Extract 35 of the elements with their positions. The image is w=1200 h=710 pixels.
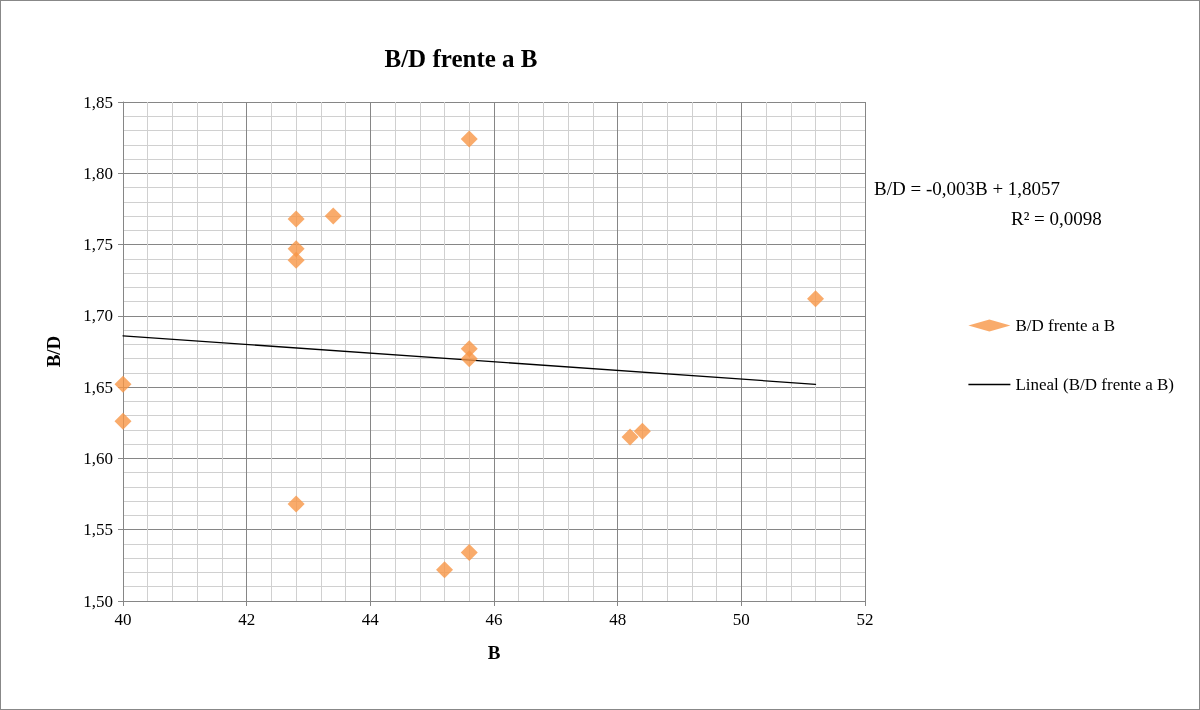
point (114, 412, 132, 430)
text: R² = 0,0098 (1011, 208, 1102, 229)
y-tick-label: 1,70 (83, 306, 113, 326)
point (460, 130, 478, 148)
y-tick-label: 1,75 (83, 235, 113, 255)
point (287, 495, 305, 513)
y-axis-title: B/D (43, 335, 64, 368)
y-tick-label: 1,85 (83, 92, 113, 112)
y-tick-label: 1,60 (83, 448, 113, 468)
point (460, 544, 478, 562)
y-tick-label: 1,50 (83, 591, 113, 611)
chart-title: B/D frente a B (384, 45, 538, 72)
x-tick-label: 52 (856, 610, 874, 629)
y-tick-label: 1,55 (83, 520, 113, 540)
point (807, 290, 825, 308)
y-tick-label: 1,80 (83, 163, 113, 183)
x-tick-label: 50 (732, 610, 750, 629)
point (460, 350, 478, 368)
x-tick-label: 46 (485, 610, 503, 629)
legend-label: B/D frente a B (1015, 316, 1116, 335)
x-tick-label: 42 (238, 610, 256, 629)
point (621, 428, 639, 446)
x-tick-label: 44 (361, 610, 380, 629)
point (633, 422, 651, 440)
text: B/D = -0,003B + 1,8057 (874, 178, 1061, 199)
point (114, 375, 132, 393)
point (287, 251, 305, 269)
legend-label: Lineal (B/D frente a B) (1015, 375, 1175, 394)
y-tick-label: 1,65 (83, 377, 113, 397)
x-tick-label: 48 (609, 610, 627, 629)
x-axis-title: B (487, 642, 501, 663)
x-tick-label: 40 (114, 610, 132, 629)
point (324, 207, 342, 225)
point (436, 561, 454, 579)
point (287, 210, 305, 228)
